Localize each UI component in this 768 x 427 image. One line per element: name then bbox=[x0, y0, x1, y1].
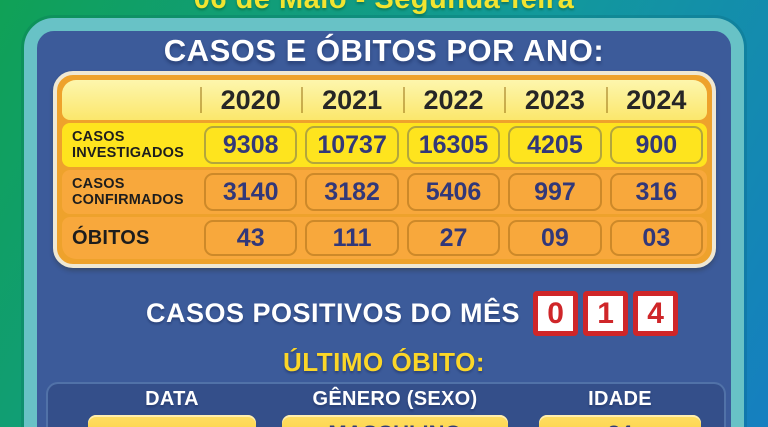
value-cell: 09 bbox=[508, 220, 602, 256]
value-cell: 3140 bbox=[204, 173, 298, 211]
table-row-investigated: CASOS INVESTIGADOS 9308 10737 16305 4205… bbox=[62, 123, 707, 167]
date-column-header: DATA bbox=[145, 388, 199, 410]
year-header: 2020 bbox=[200, 80, 301, 120]
year-header: 2021 bbox=[301, 80, 402, 120]
value-cell: 5406 bbox=[406, 173, 501, 211]
table-row-deaths: ÓBITOS 43 111 27 09 03 bbox=[62, 217, 707, 259]
counter-digit: 1 bbox=[583, 291, 629, 336]
value-cell: 03 bbox=[609, 220, 704, 256]
year-header: 2024 bbox=[605, 80, 707, 120]
gender-value-box: MASCULINO bbox=[282, 415, 508, 427]
last-death-age-column: IDADE 84 bbox=[539, 387, 701, 427]
year-header: 2022 bbox=[402, 80, 504, 120]
date-value-box bbox=[88, 415, 256, 427]
row-label-line: INVESTIGADOS bbox=[72, 145, 184, 161]
value-cell: 10737 bbox=[305, 126, 399, 164]
row-label-line: CASOS bbox=[72, 128, 125, 145]
value-cell: 9308 bbox=[204, 126, 298, 164]
table-row-confirmed: CASOS CONFIRMADOS 3140 3182 5406 997 316 bbox=[62, 170, 707, 214]
monthly-positives-label: CASOS POSITIVOS DO MÊS bbox=[145, 298, 521, 328]
year-header: 2023 bbox=[504, 80, 605, 120]
annual-table-title: CASOS E ÓBITOS POR ANO: bbox=[163, 33, 605, 68]
value-cell: 900 bbox=[609, 126, 704, 164]
value-cell: 27 bbox=[406, 220, 501, 256]
annual-table: 2020 2021 2022 2023 2024 CASOS INVESTIGA… bbox=[53, 71, 716, 268]
monthly-positives-counter: 0 1 4 bbox=[533, 291, 679, 336]
gender-column-header: GÊNERO (SEXO) bbox=[312, 388, 478, 410]
monthly-positives: CASOS POSITIVOS DO MÊS 0 1 4 bbox=[28, 291, 768, 336]
counter-digit: 4 bbox=[633, 291, 679, 336]
value-cell: 16305 bbox=[406, 126, 501, 164]
age-value-box: 84 bbox=[539, 415, 701, 427]
row-label-line: CONFIRMADOS bbox=[72, 192, 184, 208]
last-death-title: ÚLTIMO ÓBITO: bbox=[283, 347, 485, 377]
value-cell: 3182 bbox=[305, 173, 399, 211]
value-cell: 111 bbox=[305, 220, 399, 256]
value-cell: 316 bbox=[609, 173, 704, 211]
years-header-spacer bbox=[62, 80, 200, 120]
row-label: CASOS CONFIRMADOS bbox=[62, 170, 200, 214]
value-cell: 4205 bbox=[508, 126, 602, 164]
counter-digit: 0 bbox=[533, 291, 579, 336]
row-label: CASOS INVESTIGADOS bbox=[62, 123, 200, 167]
row-label: ÓBITOS bbox=[62, 217, 200, 259]
years-header-row: 2020 2021 2022 2023 2024 bbox=[62, 80, 707, 120]
row-label-line: CASOS bbox=[72, 175, 125, 192]
value-cell: 43 bbox=[204, 220, 298, 256]
age-column-header: IDADE bbox=[588, 388, 652, 410]
last-death-date-column: DATA bbox=[88, 387, 256, 427]
date-line: 06 de Maio - Segunda-feira bbox=[0, 0, 768, 16]
value-cell: 997 bbox=[508, 173, 602, 211]
last-death-gender-column: GÊNERO (SEXO) MASCULINO bbox=[282, 387, 508, 427]
row-label-line: ÓBITOS bbox=[72, 226, 150, 249]
